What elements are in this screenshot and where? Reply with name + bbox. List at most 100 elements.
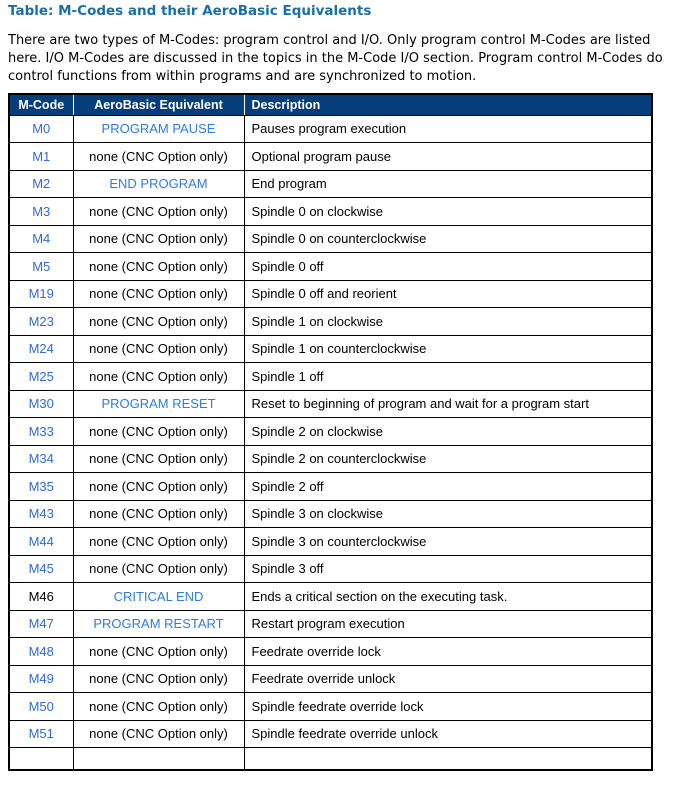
table-row: M47 PROGRAM RESTART Restart program execut… <box>8 609 653 638</box>
equivalent-text: none (CNC Option only) <box>89 286 228 302</box>
page-title: Table: M-Codes and their AeroBasic Equiv… <box>8 3 372 19</box>
equivalent-text: none (CNC Option only) <box>89 478 228 494</box>
mcode-link[interactable]: M33 <box>28 423 54 439</box>
description-cell: Spindle 2 off <box>243 472 653 501</box>
table-row: M25 none (CNC Option only) Spindle 1 off <box>8 362 653 391</box>
mcode-link[interactable]: M48 <box>28 643 54 659</box>
description-cell: Spindle 0 off and reorient <box>243 279 653 308</box>
equivalent-cell: none (CNC Option only) <box>72 637 245 666</box>
mcode-cell: M0 <box>8 114 74 143</box>
mcode-cell: M44 <box>8 527 74 556</box>
equivalent-text: none (CNC Option only) <box>89 506 228 522</box>
mcode-cell: M34 <box>8 444 74 473</box>
mcode-link[interactable]: M50 <box>28 698 54 714</box>
table-row: M0 PROGRAM PAUSE Pauses program execution <box>8 114 653 143</box>
description-cell: Spindle 1 on clockwise <box>243 307 653 336</box>
description-cell: Spindle 2 on counterclockwise <box>243 444 653 473</box>
equivalent-link[interactable]: END PROGRAM <box>109 176 208 192</box>
mcode-text: M46 <box>28 588 54 604</box>
mcode-link[interactable]: M44 <box>28 533 54 549</box>
mcode-link[interactable]: M45 <box>28 561 54 577</box>
description-cell: Pauses program execution <box>243 114 653 143</box>
mcode-cell: M51 <box>8 719 74 748</box>
mcode-cell: M45 <box>8 554 74 583</box>
mcode-cell: M30 <box>8 389 74 418</box>
header-mcode: M-Code <box>9 94 73 116</box>
header-description: Description <box>243 94 652 116</box>
equivalent-link[interactable]: CRITICAL END <box>113 588 204 604</box>
clipped-partial-row <box>8 747 653 770</box>
mcode-link[interactable]: M24 <box>28 341 54 357</box>
table-row: M24 none (CNC Option only) Spindle 1 on co… <box>8 334 653 363</box>
table-row: M35 none (CNC Option only) Spindle 2 off <box>8 472 653 501</box>
equivalent-cell: none (CNC Option only) <box>72 554 245 583</box>
mcode-link[interactable]: M25 <box>28 368 54 384</box>
mcode-cell: M49 <box>8 664 74 693</box>
mcode-cell: M23 <box>8 307 74 336</box>
mcode-cell: M46 <box>8 582 74 611</box>
mcode-link[interactable]: M4 <box>32 231 51 247</box>
table-row: M34 none (CNC Option only) Spindle 2 on co… <box>8 444 653 473</box>
mcode-link[interactable]: M23 <box>28 313 54 329</box>
equivalent-text: none (CNC Option only) <box>89 148 228 164</box>
mcode-link[interactable]: M19 <box>28 286 54 302</box>
equivalent-cell: none (CNC Option only) <box>72 527 245 556</box>
mcode-link[interactable]: M30 <box>28 396 54 412</box>
equivalent-cell: none (CNC Option only) <box>72 197 245 226</box>
mcode-link[interactable]: M49 <box>28 671 54 687</box>
equivalent-cell: none (CNC Option only) <box>72 252 245 281</box>
mcode-link[interactable]: M47 <box>28 616 54 632</box>
mcode-cell: M5 <box>8 252 74 281</box>
equivalent-text: none (CNC Option only) <box>89 203 228 219</box>
mcode-link[interactable]: M2 <box>32 176 51 192</box>
equivalent-text: none (CNC Option only) <box>89 423 228 439</box>
description-cell: Spindle 3 off <box>243 554 653 583</box>
equivalent-text: none (CNC Option only) <box>89 643 228 659</box>
equivalent-link[interactable]: PROGRAM RESET <box>101 396 216 412</box>
table-row: M49 none (CNC Option only) Feedrate overri… <box>8 664 653 693</box>
table-row: M44 none (CNC Option only) Spindle 3 on co… <box>8 527 653 556</box>
mcode-link[interactable]: M0 <box>32 121 51 137</box>
mcode-link[interactable]: M34 <box>28 451 54 467</box>
equivalent-cell: none (CNC Option only) <box>72 692 245 721</box>
mcode-cell: M4 <box>8 224 74 253</box>
equivalent-link[interactable]: PROGRAM PAUSE <box>101 121 216 137</box>
table-row: M1 none (CNC Option only) Optional program… <box>8 142 653 171</box>
equivalent-text: none (CNC Option only) <box>89 258 228 274</box>
description-cell: Spindle 3 on counterclockwise <box>243 527 653 556</box>
table-row: M33 none (CNC Option only) Spindle 2 on cl… <box>8 417 653 446</box>
equivalent-cell: none (CNC Option only) <box>72 417 245 446</box>
intro-paragraph: There are two types of M-Codes: program … <box>8 33 663 84</box>
table-row: M48 none (CNC Option only) Feedrate overri… <box>8 637 653 666</box>
table-row: M19 none (CNC Option only) Spindle 0 off a… <box>8 279 653 308</box>
description-cell: End program <box>243 169 653 198</box>
description-cell: Spindle 0 on clockwise <box>243 197 653 226</box>
description-cell: Spindle 2 on clockwise <box>243 417 653 446</box>
table-row: M5 none (CNC Option only) Spindle 0 off <box>8 252 653 281</box>
mcode-link[interactable]: M3 <box>32 203 51 219</box>
equivalent-cell: none (CNC Option only) <box>72 664 245 693</box>
table-row: M43 none (CNC Option only) Spindle 3 on cl… <box>8 499 653 528</box>
mcode-link[interactable]: M51 <box>28 726 54 742</box>
equivalent-cell: none (CNC Option only) <box>72 224 245 253</box>
table-row: M30 PROGRAM RESET Reset to beginning of pr… <box>8 389 653 418</box>
mcode-link[interactable]: M35 <box>28 478 54 494</box>
equivalent-cell: END PROGRAM <box>72 169 245 198</box>
mcode-link[interactable]: M5 <box>32 258 51 274</box>
equivalent-text: none (CNC Option only) <box>89 533 228 549</box>
header-equivalent: AeroBasic Equivalent <box>72 94 244 116</box>
mcode-link[interactable]: M43 <box>28 506 54 522</box>
mcode-table: M-Code AeroBasic Equivalent Description … <box>8 93 653 771</box>
equivalent-cell: none (CNC Option only) <box>72 142 245 171</box>
equivalent-cell: CRITICAL END <box>72 582 245 611</box>
equivalent-text: none (CNC Option only) <box>89 698 228 714</box>
mcode-cell: M35 <box>8 472 74 501</box>
table-row: M3 none (CNC Option only) Spindle 0 on clo… <box>8 197 653 226</box>
equivalent-text: none (CNC Option only) <box>89 313 228 329</box>
equivalent-link[interactable]: PROGRAM RESTART <box>93 616 224 632</box>
mcode-cell: M43 <box>8 499 74 528</box>
equivalent-cell: none (CNC Option only) <box>72 472 245 501</box>
description-cell: Reset to beginning of program and wait f… <box>243 389 653 418</box>
mcode-link[interactable]: M1 <box>32 148 51 164</box>
